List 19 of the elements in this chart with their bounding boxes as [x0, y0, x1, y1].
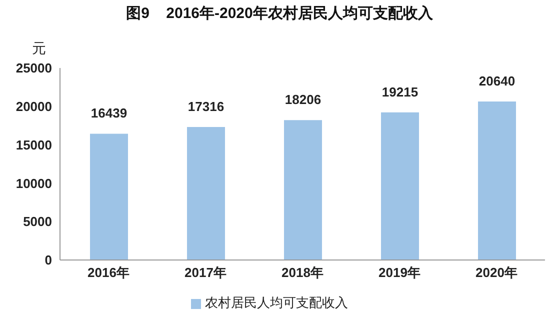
x-tick-label: 2016年 [88, 265, 130, 280]
x-tick-label: 2020年 [476, 265, 518, 280]
data-label: 20640 [478, 73, 516, 88]
y-tick-label: 25000 [16, 60, 52, 76]
data-label: 17316 [188, 99, 224, 114]
y-tick-label: 0 [44, 252, 52, 268]
y-tick-label: 10000 [16, 176, 52, 191]
x-tick-label: 2018年 [282, 265, 324, 280]
y-tick-label: 15000 [16, 137, 52, 152]
data-label: 16439 [90, 106, 128, 121]
chart-title: 图9 2016年-2020年农村居民人均可支配收入 [125, 4, 434, 23]
x-tick-label: 2019年 [378, 265, 420, 280]
data-label: 18206 [284, 92, 322, 108]
y-tick-label: 5000 [23, 214, 52, 230]
data-label: 19215 [382, 84, 418, 100]
legend-label: 农村居民人均可支配收入 [205, 295, 348, 310]
y-tick-label: 20000 [16, 99, 52, 114]
x-tick-label: 2017年 [184, 265, 226, 280]
y-axis-title: 元 [32, 40, 46, 58]
